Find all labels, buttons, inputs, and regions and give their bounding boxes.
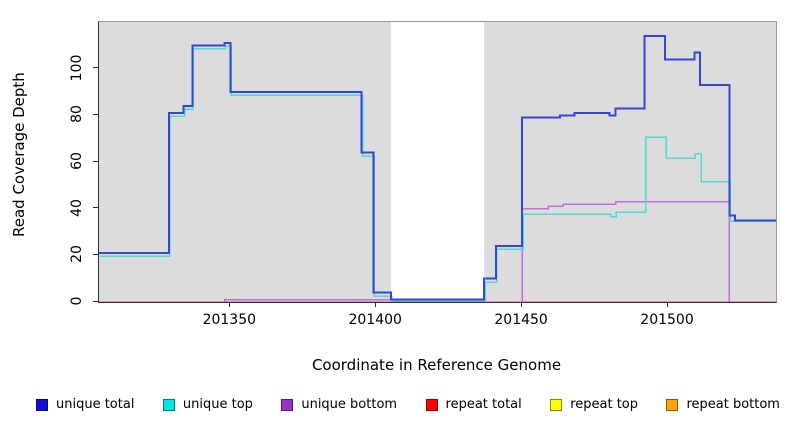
legend-item: unique total (36, 397, 134, 412)
highlight-band (99, 22, 391, 302)
legend-swatch-icon (666, 398, 679, 411)
y-tick (93, 67, 98, 69)
coverage-plot-canvas (99, 22, 776, 302)
legend-label: repeat top (570, 397, 638, 412)
x-tick-label: 201350 (202, 312, 257, 328)
legend-label: repeat total (445, 397, 522, 412)
x-tick (228, 302, 230, 307)
y-tick-label: 80 (69, 105, 85, 124)
legend-item: unique top (162, 397, 253, 412)
legend-label: unique bottom (301, 397, 398, 412)
x-tick-label: 201500 (640, 312, 694, 328)
series-line-unique-bottom (99, 200, 776, 302)
y-tick-label: 40 (69, 198, 85, 217)
legend-item: repeat bottom (666, 397, 780, 412)
y-tick-label: 0 (69, 296, 85, 306)
legend-swatch-icon (281, 398, 294, 411)
x-tick-label: 201400 (348, 312, 402, 328)
y-tick (93, 253, 98, 255)
y-tick-label: 20 (69, 245, 85, 264)
legend-label: unique top (182, 397, 253, 412)
y-tick (93, 113, 98, 115)
plot-area (98, 21, 777, 303)
legend-swatch-icon (550, 398, 563, 411)
x-tick (520, 302, 522, 307)
y-tick-label: 60 (69, 152, 85, 170)
legend-label: unique total (56, 397, 135, 412)
series-line-unique-top (99, 45, 776, 302)
y-tick (93, 207, 98, 209)
x-tick (374, 302, 376, 307)
x-tick-label: 201450 (494, 312, 548, 328)
x-tick (666, 302, 668, 307)
legend-item: repeat top (550, 397, 638, 412)
legend-swatch-icon (36, 398, 48, 411)
legend-swatch-icon (425, 398, 438, 411)
x-axis-label: Coordinate in Reference Genome (311, 356, 562, 374)
y-tick (93, 300, 98, 302)
legend-label: repeat bottom (686, 397, 780, 412)
highlight-band (484, 22, 776, 302)
y-tick (93, 160, 98, 162)
legend: unique total unique top unique bottom repea… (0, 397, 792, 412)
series-line-unique-total (99, 35, 776, 301)
legend-item: unique bottom (281, 397, 397, 412)
y-axis-label: Read Coverage Depth (10, 72, 28, 237)
y-tick-label: 100 (69, 54, 85, 82)
legend-swatch-icon (162, 398, 175, 411)
legend-item: repeat total (425, 397, 522, 412)
